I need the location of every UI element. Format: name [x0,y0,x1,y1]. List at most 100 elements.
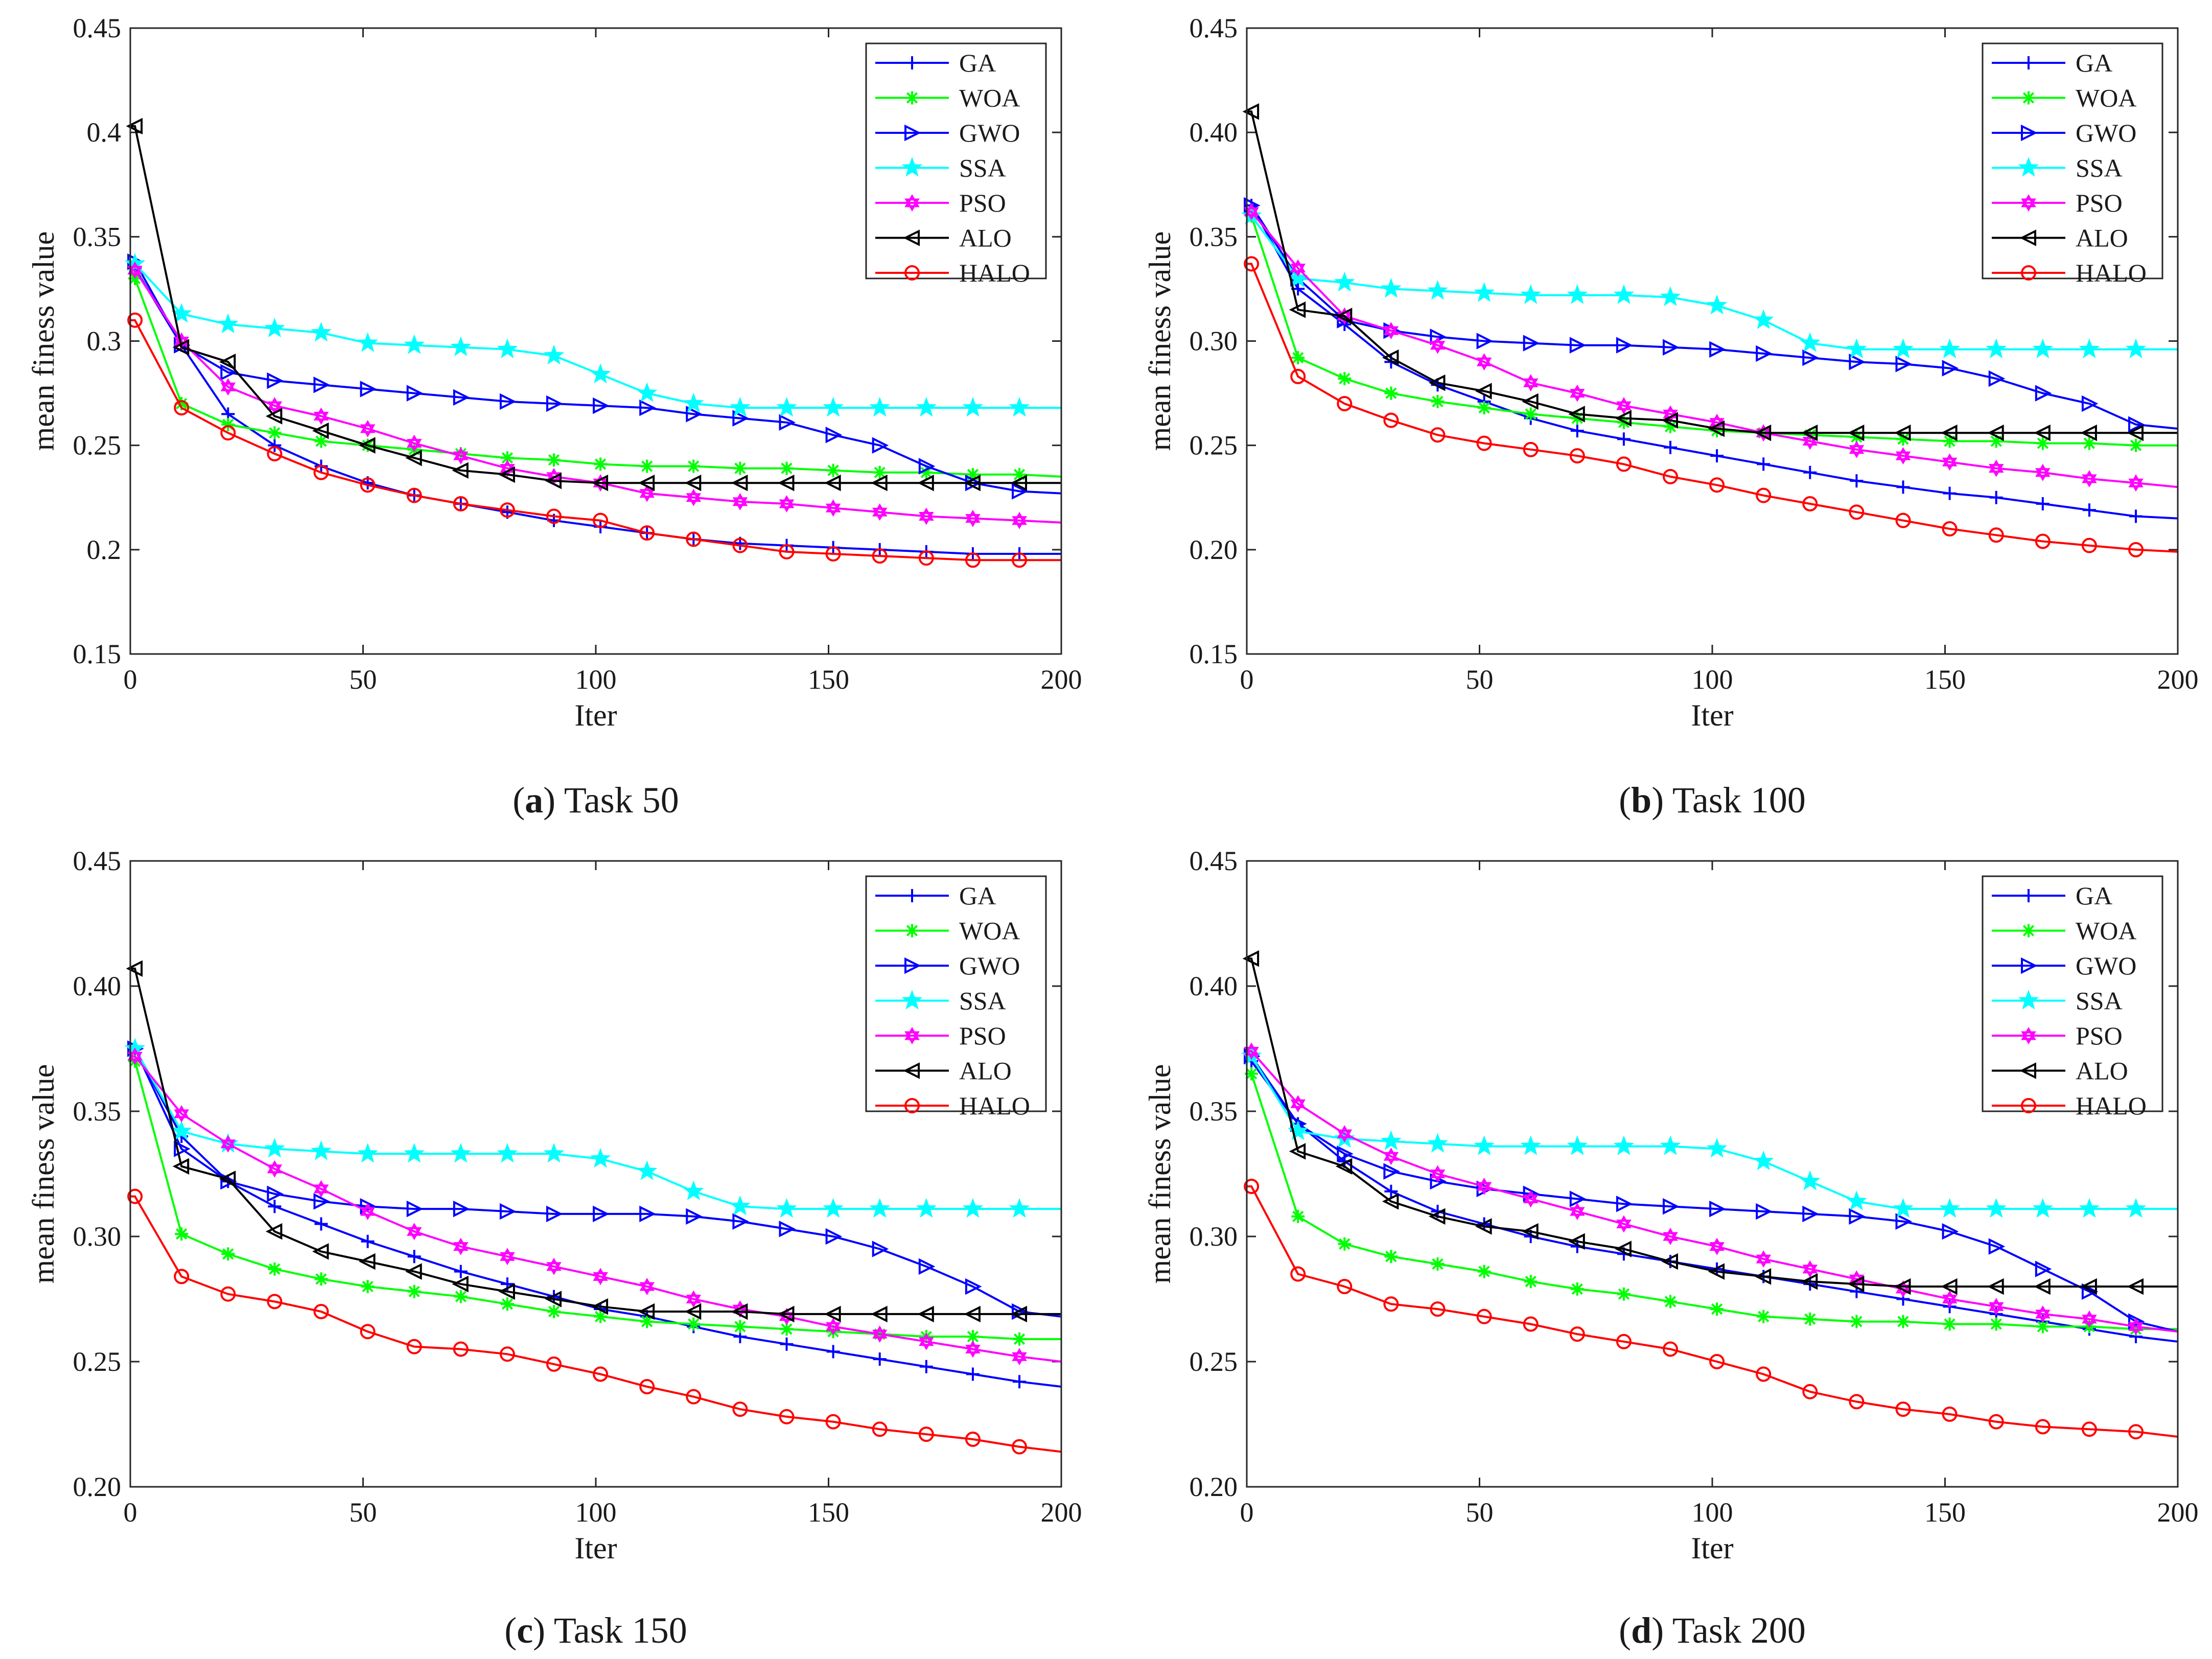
data-point-woa [1477,401,1491,415]
legend-marker-gwo [904,124,921,142]
data-point-halo [546,508,562,524]
data-point-ssa [869,1198,890,1218]
legend-label: ALO [959,224,1012,252]
data-point-pso [1012,1348,1027,1366]
data-point-gwo [313,377,330,393]
data-point-ssa [1427,1133,1448,1153]
data-point-ssa [357,332,378,352]
data-point-alo [1708,1263,1725,1280]
legend-marker-ssa [901,990,923,1010]
series-pso [127,261,1062,529]
data-point-gwo [686,406,703,423]
data-point-alo [778,474,795,492]
data-point-pso [919,507,934,525]
legend-label: SSA [959,987,1006,1015]
data-point-halo [1569,448,1585,464]
data-point-pso [267,1160,283,1178]
caption-a-text: Task 50 [564,780,679,821]
data-point-ga [780,1337,794,1351]
data-point-halo [686,531,702,547]
data-point-alo [638,1303,655,1320]
data-point-ssa [1753,309,1774,329]
data-point-ga [1384,1184,1398,1198]
data-point-pso [825,1318,841,1336]
data-point-ssa [730,1195,751,1216]
panel-d: 0 50 100 150 200 0.20 0.25 0.30 0.35 0.40 0.45 Iter… [1143,846,2199,1565]
data-point-ssa [1520,284,1541,304]
data-point-pso [1616,397,1632,415]
data-point-ssa [683,1180,704,1201]
legend-entry-woa: WOA [1992,84,2136,112]
data-point-halo [1849,504,1865,520]
data-point-halo [1476,435,1492,451]
data-point-ssa [1427,280,1448,300]
data-point-pso [1523,1190,1539,1208]
data-point-gwo [1616,1196,1633,1212]
data-point-gwo [779,1221,796,1237]
data-point-woa [966,468,980,481]
data-point-woa [1757,1310,1771,1323]
data-point-alo [824,474,841,492]
data-point-alo [1475,1218,1492,1235]
data-point-alo [1987,1278,2004,1295]
y-tick-label: 0.35 [1190,1096,1238,1127]
x-tick-label: 150 [1924,1497,1966,1528]
data-point-halo [732,1401,748,1417]
legend-entry-ga: GA [875,881,996,910]
axes-box [1246,27,2179,655]
data-point-ssa [497,338,518,359]
data-point-ga [407,1250,421,1264]
data-point-woa [500,1297,514,1311]
data-point-ssa [357,1142,378,1163]
data-point-ssa [1334,271,1355,292]
data-point-pso [313,1180,329,1198]
data-point-gwo [872,437,889,454]
data-point-halo [1523,1316,1539,1332]
data-point-gwo [313,1193,330,1210]
data-point-alo [1010,474,1028,492]
data-point-ssa [1846,1190,1867,1210]
data-point-woa [1524,407,1538,421]
data-point-halo [1337,396,1353,411]
data-point-gwo [1756,345,1773,362]
data-point-alo [452,462,469,479]
legend-entry-pso: PSO [875,189,1006,217]
data-point-alo [1847,1275,1865,1293]
data-point-woa [2036,1320,2050,1334]
data-point-ssa [1939,1198,1960,1218]
data-point-pso [453,447,469,465]
data-point-pso [360,1202,376,1221]
series-line-woa [1247,215,2178,447]
data-point-halo [1895,512,1911,528]
data-point-alo [1754,1268,1772,1285]
data-point-alo [1568,1233,1585,1250]
series-line-halo [1247,1185,2178,1438]
y-tick-label: 0.40 [73,971,122,1001]
data-point-gwo [639,399,656,416]
legend-entry-ga: GA [1992,49,2112,77]
legend-marker-gwo [2021,957,2038,974]
data-point-pso [407,1223,422,1241]
y-tick-label: 0.30 [1190,1221,1238,1252]
data-point-ssa [450,336,472,357]
series-line-ga [1247,204,2178,520]
data-point-alo [498,466,515,483]
data-point-halo [1895,1401,1911,1417]
data-point-ssa [2125,1198,2147,1218]
legend: GA WOA GWO SSA PSO ALO HALO [865,42,1047,287]
data-point-alo [1475,383,1492,400]
data-point-gwo [1569,1190,1587,1207]
y-tick-label: 0.45 [1190,846,1238,876]
data-point-alo [405,449,422,466]
data-point-alo [2034,1278,2051,1295]
data-point-ssa [776,1198,797,1218]
data-point-alo [1661,1253,1679,1270]
data-point-ga [1803,465,1817,479]
data-point-halo [313,464,329,480]
data-point-ga [1989,490,2003,504]
data-point-woa [1431,394,1445,408]
data-point-gwo [872,1241,889,1257]
data-point-gwo [220,364,237,381]
data-point-alo [126,118,143,135]
legend-marker-woa [2022,91,2035,105]
